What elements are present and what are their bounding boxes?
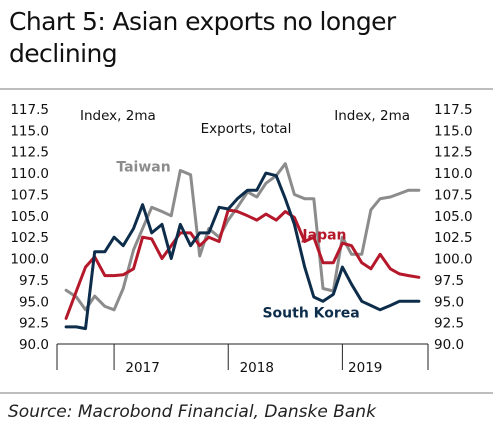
series-lines xyxy=(64,162,421,331)
y-tick-label-right: 112.5 xyxy=(434,145,473,161)
y-tick-label-left: 95.0 xyxy=(19,294,49,310)
y-tick-label-right: 90.0 xyxy=(434,337,464,353)
series-label-south-korea: South Korea xyxy=(262,306,359,322)
y-tick-label-left: 100.0 xyxy=(10,252,49,268)
x-axis: 2017 2018 2019 xyxy=(56,343,429,376)
series-line-taiwan xyxy=(64,162,421,312)
right-axis-label: Index, 2ma xyxy=(334,108,410,124)
chart-subtitle: Exports, total xyxy=(201,121,292,137)
x-tick-label: 2019 xyxy=(348,360,382,376)
series-label-taiwan: Taiwan xyxy=(116,159,170,175)
right-y-axis: 117.5 115.0 112.5 110.0 107.5 105.0 102.5 100.0… xyxy=(434,102,473,353)
y-tick-label-left: 90.0 xyxy=(19,337,49,353)
chart-area: 117.5 115.0 112.5 110.0 107.5 105.0 102.5 100.0… xyxy=(0,88,493,393)
chart-top-rule xyxy=(0,88,493,90)
y-tick-label-left: 102.5 xyxy=(10,230,49,246)
y-tick-label-left: 105.0 xyxy=(10,209,49,225)
y-tick-label-left: 97.5 xyxy=(19,273,49,289)
y-tick-label-left: 107.5 xyxy=(10,187,49,203)
y-tick-label-left: 92.5 xyxy=(19,316,49,332)
title-line-2: declining xyxy=(9,39,118,68)
y-tick-label-left: 117.5 xyxy=(10,102,49,118)
line-chart: 117.5 115.0 112.5 110.0 107.5 105.0 102.5 100.0… xyxy=(10,102,473,376)
y-tick-label-right: 115.0 xyxy=(434,123,473,139)
y-tick-label-right: 100.0 xyxy=(434,252,473,268)
y-tick-label-right: 92.5 xyxy=(434,316,464,332)
y-tick-label-right: 97.5 xyxy=(434,273,464,289)
y-tick-label-left: 112.5 xyxy=(10,145,49,161)
x-tick-label: 2018 xyxy=(240,360,274,376)
left-axis-label: Index, 2ma xyxy=(80,108,156,124)
left-y-axis: 117.5 115.0 112.5 110.0 107.5 105.0 102.5 100.0… xyxy=(10,102,49,353)
y-tick-label-right: 110.0 xyxy=(434,166,473,182)
series-line-south-korea xyxy=(64,171,421,331)
x-tick-label: 2017 xyxy=(125,360,159,376)
y-tick-label-right: 107.5 xyxy=(434,187,473,203)
y-tick-label-left: 110.0 xyxy=(10,166,49,182)
y-tick-label-right: 117.5 xyxy=(434,102,473,118)
series-label-japan: Japan xyxy=(301,228,346,244)
y-tick-label-right: 95.0 xyxy=(434,294,464,310)
title-line-1: Chart 5: Asian exports no longer xyxy=(9,7,396,36)
chart-bottom-rule xyxy=(0,392,493,394)
y-tick-label-right: 105.0 xyxy=(434,209,473,225)
series-line-japan xyxy=(64,208,421,320)
y-tick-label-left: 115.0 xyxy=(10,123,49,139)
chart-title: Chart 5: Asian exports no longer declini… xyxy=(9,6,396,70)
y-tick-label-right: 102.5 xyxy=(434,230,473,246)
source-note: Source: Macrobond Financial, Danske Bank xyxy=(8,402,376,422)
chart-labels: Index, 2ma Index, 2ma Exports, total Taiwan… xyxy=(80,108,410,322)
